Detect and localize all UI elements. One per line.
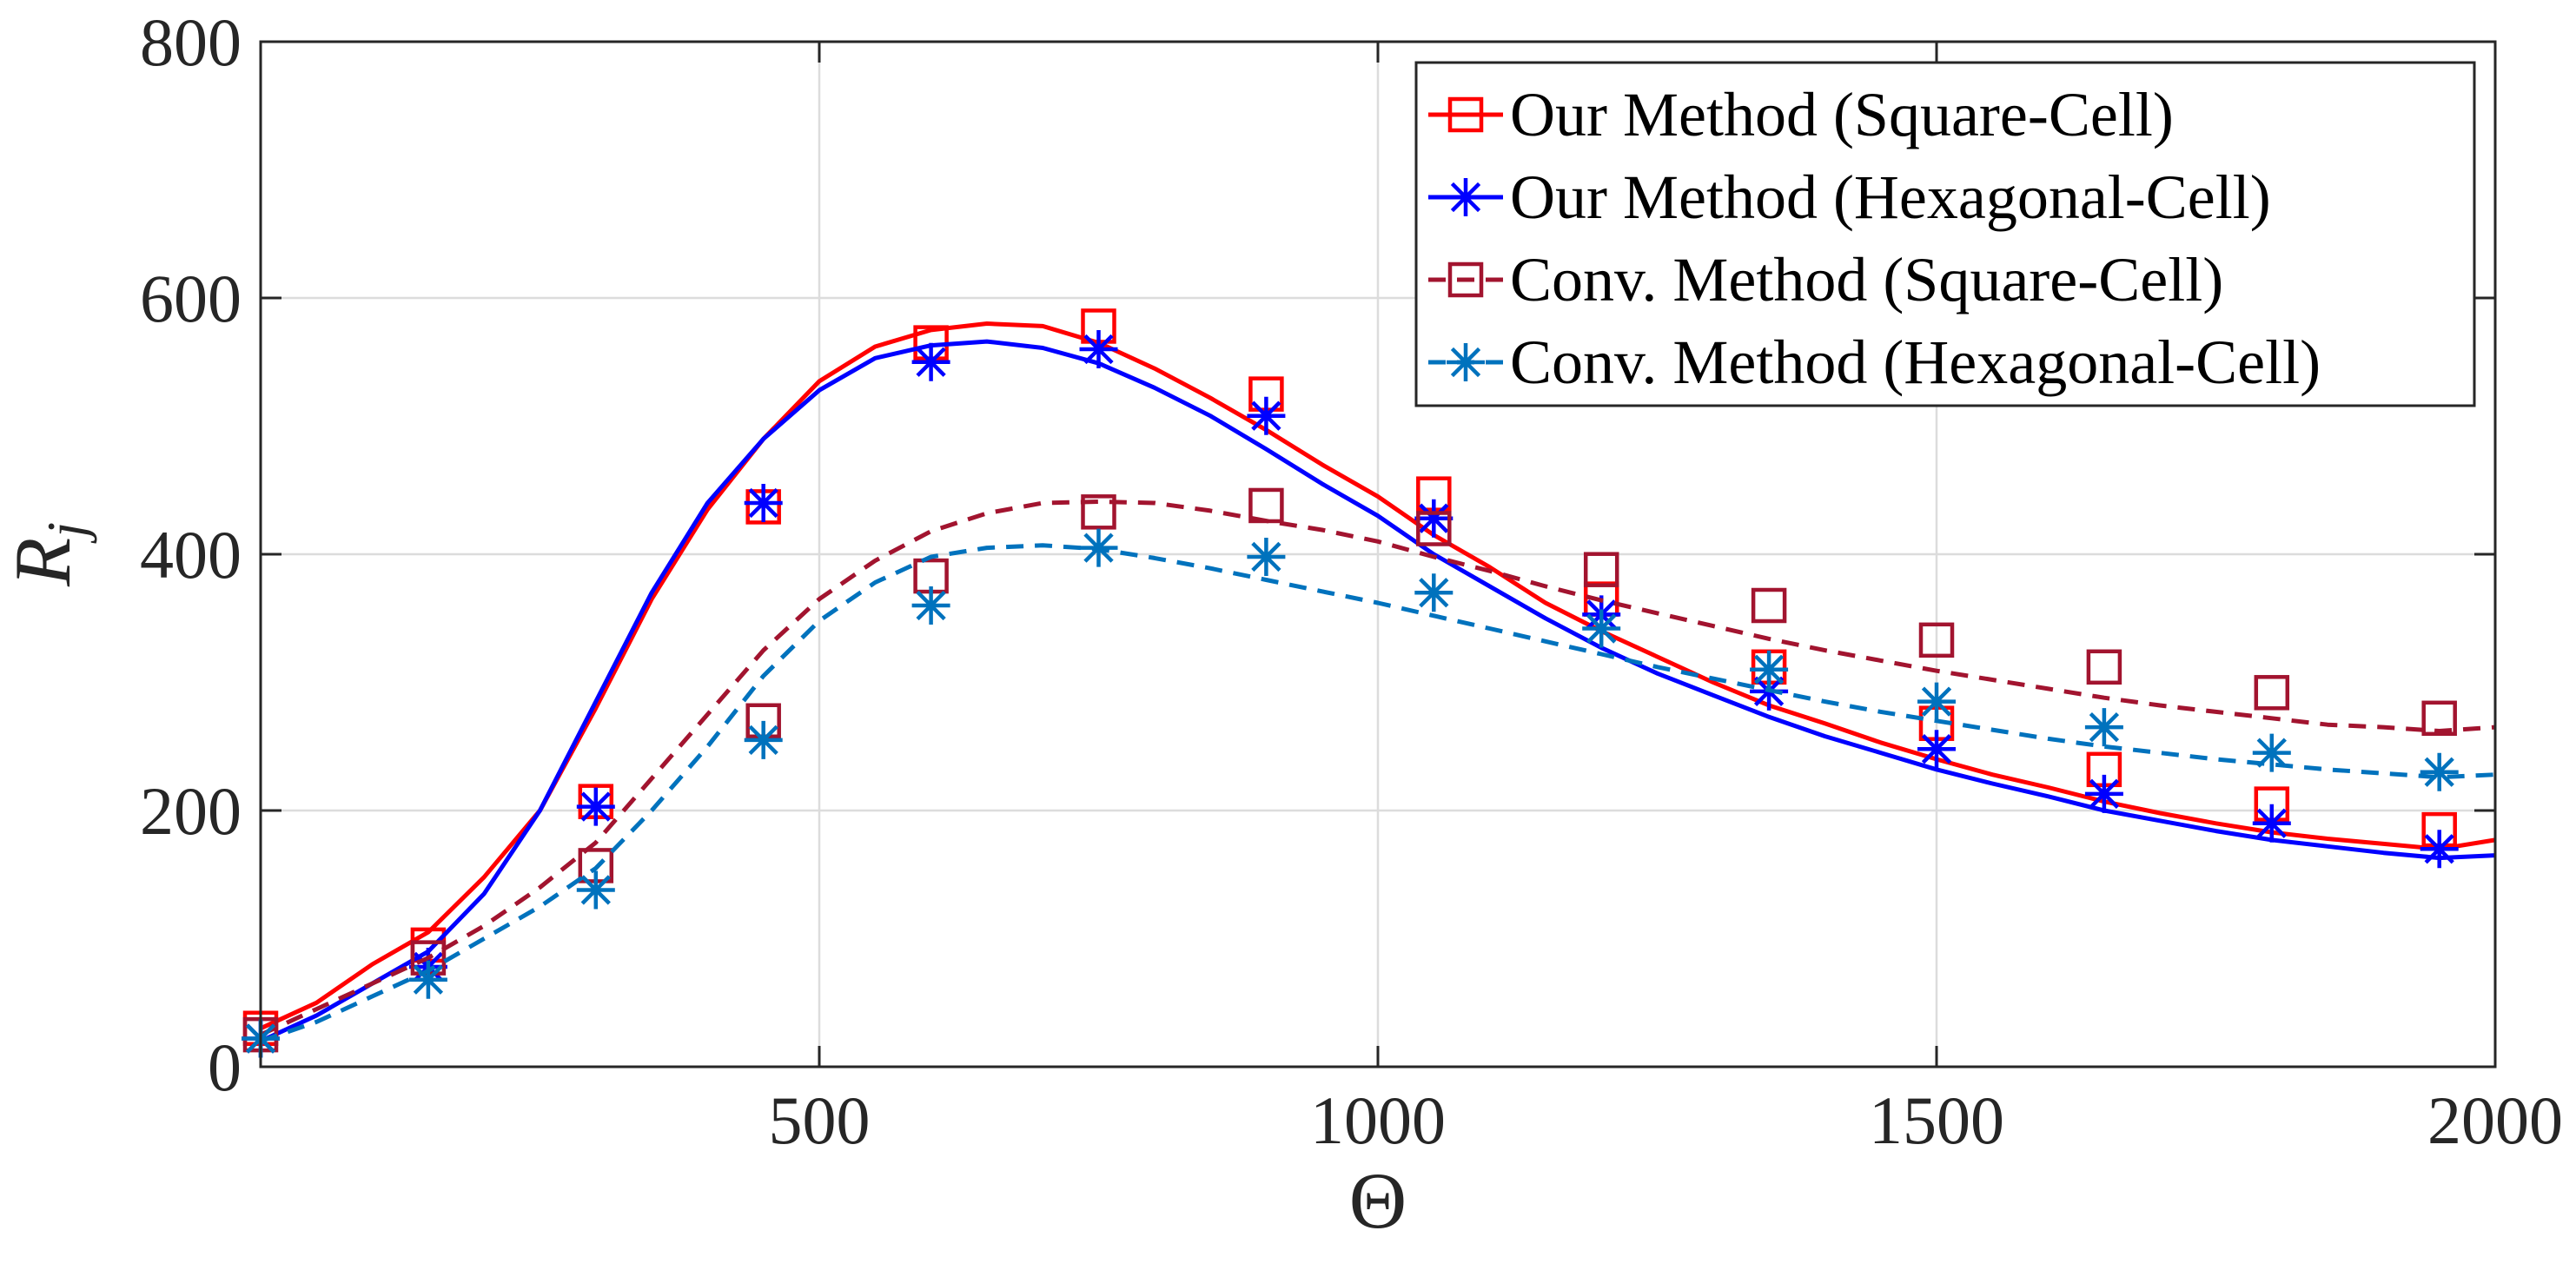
- conv-method-square-cell-marker: [2086, 649, 2122, 685]
- our-method-hexagonal-cell-marker: [744, 484, 783, 522]
- legend-label: Our Method (Hexagonal-Cell): [1510, 162, 2271, 232]
- x-tick-label: 2000: [2427, 1082, 2563, 1158]
- conv-method-hexagonal-cell-marker: [911, 586, 950, 625]
- our-method-hexagonal-cell-marker: [1079, 330, 1118, 368]
- conv-method-hexagonal-cell-marker: [408, 960, 447, 999]
- conv-method-square-cell-marker: [2254, 675, 2290, 711]
- conv-method-square-cell-marker: [1248, 487, 1284, 524]
- x-axis-label: Θ: [1349, 1156, 1407, 1245]
- our-method-hexagonal-cell-marker: [2420, 830, 2459, 869]
- conv-method-hexagonal-cell-line: [260, 543, 2496, 1043]
- our-method-hexagonal-cell-marker: [1247, 396, 1286, 435]
- conv-method-hexagonal-cell-marker: [2252, 733, 2291, 772]
- our-method-hexagonal-cell-marker: [1917, 730, 1956, 769]
- our-method-hexagonal-cell-marker: [911, 342, 950, 381]
- legend: Our Method (Square-Cell) Our Method (Hexa…: [1414, 61, 2476, 407]
- y-axis-label-main: R: [0, 538, 87, 587]
- x-tick-label: 500: [769, 1082, 871, 1158]
- legend-entry-our-method-square-cell: Our Method (Square-Cell): [1428, 80, 2174, 149]
- our-method-hexagonal-cell-line: [259, 339, 2496, 1043]
- conv-method-hexagonal-cell-marker: [1582, 609, 1621, 648]
- our-method-hexagonal-cell-marker: [576, 787, 615, 826]
- y-tick-label: 800: [140, 4, 242, 80]
- legend-conv-method-square-cell-marker: [1447, 261, 1484, 298]
- y-tick-label: 600: [140, 261, 242, 336]
- conv-method-hexagonal-cell-marker: [2420, 752, 2459, 791]
- conv-method-hexagonal-cell-marker: [744, 720, 783, 759]
- conv-method-hexagonal-cell-marker: [1917, 682, 1956, 721]
- conv-method-square-cell-marker: [1416, 511, 1452, 546]
- conv-method-hexagonal-cell-marker: [1750, 650, 1789, 689]
- legend-label: Our Method (Square-Cell): [1510, 80, 2174, 149]
- conv-method-square-cell-line: [259, 500, 2496, 1037]
- conv-method-hexagonal-cell-marker: [1247, 537, 1286, 576]
- conv-method-square-cell-marker: [1081, 494, 1116, 530]
- legend-label: Conv. Method (Hexagonal-Cell): [1510, 328, 2321, 397]
- conv-method-square-cell-marker: [1583, 552, 1619, 587]
- legend-entry-conv-method-hexagonal-cell: Conv. Method (Hexagonal-Cell): [1428, 328, 2321, 397]
- x-tick-label: 1500: [1869, 1082, 2004, 1158]
- our-method-hexagonal-cell-marker: [1414, 499, 1454, 538]
- legend-our-method-hexagonal-cell-marker: [1447, 178, 1485, 216]
- conv-method-square-cell-marker: [1918, 622, 1955, 658]
- y-tick-label: 200: [140, 773, 242, 849]
- our-method-square-cell-line: [259, 321, 2496, 1031]
- legend-our-method-square-cell-marker: [1447, 96, 1484, 133]
- legend-box: [1414, 61, 2476, 407]
- y-tick-label: 0: [208, 1029, 242, 1105]
- legend-entry-our-method-hexagonal-cell: Our Method (Hexagonal-Cell): [1428, 162, 2271, 232]
- legend-entry-conv-method-square-cell: Conv. Method (Square-Cell): [1428, 245, 2223, 314]
- ticks: 500 1000 1500 2000 0 200 400 600 800: [140, 4, 2563, 1158]
- conv-method-square-cell-marker: [1751, 587, 1787, 624]
- conv-method-hexagonal-cell-marker: [1079, 528, 1118, 567]
- our-method-hexagonal-cell-marker: [2252, 804, 2291, 843]
- our-method-hexagonal-cell-marker: [2084, 774, 2123, 813]
- series-conv-method-hexagonal-cell: [242, 528, 2496, 1058]
- conv-method-hexagonal-cell-marker: [1414, 573, 1454, 612]
- series-layer: [242, 308, 2496, 1058]
- y-tick-label: 400: [140, 517, 242, 592]
- conv-method-hexagonal-cell-marker: [576, 870, 615, 910]
- x-tick-label: 1000: [1310, 1082, 1446, 1158]
- legend-label: Conv. Method (Square-Cell): [1510, 245, 2223, 314]
- conv-method-hexagonal-cell-marker: [2084, 708, 2123, 747]
- legend-conv-method-hexagonal-cell-marker: [1447, 343, 1485, 381]
- conv-method-square-cell-marker: [2421, 700, 2457, 737]
